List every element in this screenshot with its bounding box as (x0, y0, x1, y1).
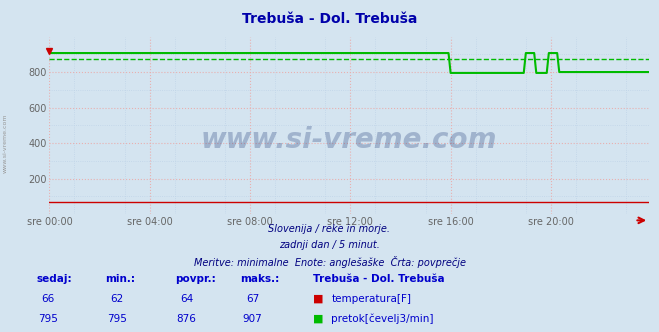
Text: min.:: min.: (105, 274, 136, 284)
Text: 67: 67 (246, 294, 259, 304)
Text: www.si-vreme.com: www.si-vreme.com (201, 125, 498, 153)
Text: zadnji dan / 5 minut.: zadnji dan / 5 minut. (279, 240, 380, 250)
Text: ■: ■ (313, 314, 324, 324)
Text: www.si-vreme.com: www.si-vreme.com (3, 113, 8, 173)
Text: sedaj:: sedaj: (36, 274, 72, 284)
Text: 62: 62 (111, 294, 124, 304)
Text: 64: 64 (180, 294, 193, 304)
Text: Slovenija / reke in morje.: Slovenija / reke in morje. (268, 224, 391, 234)
Text: 795: 795 (38, 314, 58, 324)
Text: temperatura[F]: temperatura[F] (331, 294, 411, 304)
Text: maks.:: maks.: (241, 274, 280, 284)
Text: pretok[čevelj3/min]: pretok[čevelj3/min] (331, 314, 434, 324)
Text: 66: 66 (42, 294, 55, 304)
Text: 876: 876 (177, 314, 196, 324)
Text: ■: ■ (313, 294, 324, 304)
Text: Meritve: minimalne  Enote: anglešaške  Črta: povprečje: Meritve: minimalne Enote: anglešaške Črt… (194, 256, 465, 268)
Text: povpr.:: povpr.: (175, 274, 215, 284)
Text: 795: 795 (107, 314, 127, 324)
Text: 907: 907 (243, 314, 262, 324)
Text: Trebuša - Dol. Trebuša: Trebuša - Dol. Trebuša (242, 12, 417, 26)
Text: Trebuša - Dol. Trebuša: Trebuša - Dol. Trebuša (313, 274, 445, 284)
